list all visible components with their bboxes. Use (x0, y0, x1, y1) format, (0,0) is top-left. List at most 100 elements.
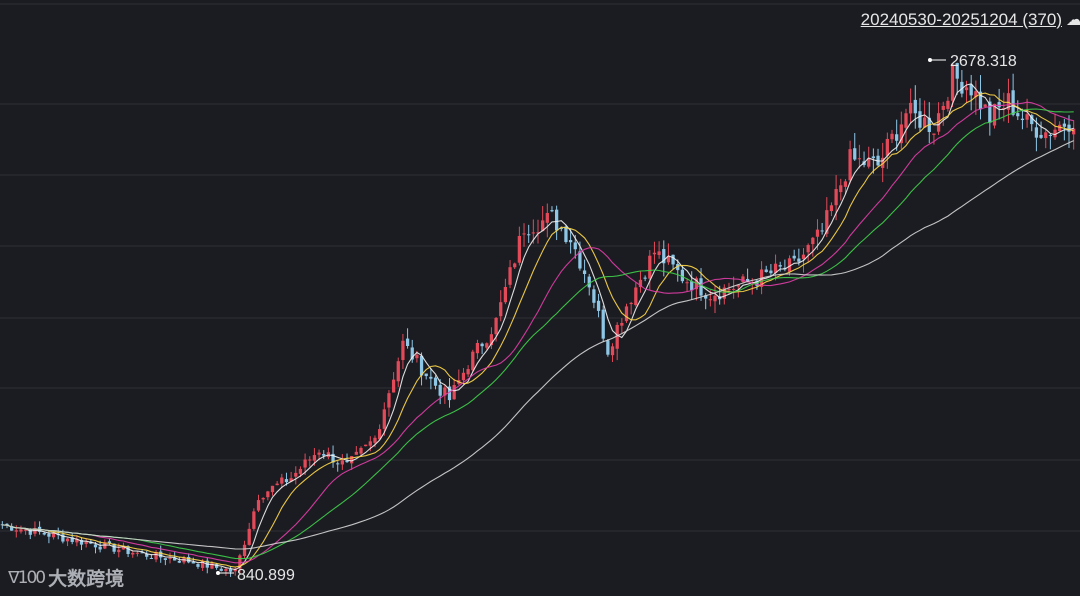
candle-body (680, 269, 685, 282)
candle-body (690, 281, 694, 291)
candle-body (298, 468, 303, 474)
candle-body (499, 302, 503, 317)
candle-body (140, 552, 144, 554)
candle-body (345, 460, 349, 463)
candle-body (364, 444, 368, 447)
candle-body (42, 532, 46, 535)
candle-body (238, 555, 242, 569)
candle-body (918, 111, 922, 128)
candle-body (28, 529, 32, 535)
candle-body (340, 460, 344, 465)
candle-body (778, 265, 782, 267)
candle-body (727, 289, 731, 291)
candle-body (228, 569, 233, 572)
candle-body (419, 355, 424, 376)
candle-body (806, 245, 810, 253)
candle-body (1011, 90, 1015, 115)
candle-body (839, 185, 843, 193)
candle-body (913, 99, 917, 114)
candle-body (555, 209, 559, 231)
candle-body (983, 104, 987, 107)
candle-body (792, 255, 796, 259)
candle-body (541, 220, 545, 232)
candle-body (969, 84, 973, 96)
candle-body (624, 306, 629, 322)
candle-body (559, 228, 563, 230)
candle-body (946, 100, 950, 109)
candle-body (960, 81, 964, 94)
candle-body (885, 138, 889, 156)
candle-body (606, 340, 610, 355)
candle-body (615, 324, 619, 349)
candle-body (1002, 108, 1006, 110)
min-value-label: 840.899 (237, 567, 295, 584)
candle-body (545, 212, 549, 223)
ma60-line (2, 140, 1074, 550)
candle-body (652, 252, 657, 255)
candle-body (308, 459, 312, 461)
candle-body (764, 269, 768, 273)
candle-body (811, 237, 815, 245)
candle-body (1034, 127, 1039, 138)
candle-body (247, 528, 251, 545)
candle-body (489, 334, 494, 346)
candle-body (992, 103, 997, 126)
candle-body (671, 254, 675, 265)
watermark-logo-icon: ᐁ100 (8, 567, 46, 588)
candle-body (732, 288, 736, 290)
watermark-text: 大数跨境 (48, 568, 125, 590)
date-range-label[interactable]: 20240530-20251204 (370) (860, 10, 1062, 29)
candle-body (284, 479, 289, 483)
candle-body (815, 229, 820, 237)
candle-body (638, 279, 643, 288)
candle-body (596, 300, 601, 311)
candle-body (741, 276, 745, 282)
candle-body (909, 102, 913, 114)
candle-body (214, 564, 219, 568)
candle-body (382, 409, 386, 429)
candle-body (294, 472, 298, 477)
candle-body (261, 497, 265, 500)
candle-body (797, 258, 801, 262)
candle-body (438, 384, 442, 396)
candle-body (988, 101, 992, 123)
candle-body (149, 557, 154, 559)
candle-body (242, 544, 247, 557)
candle-body (312, 455, 317, 461)
candle-body (84, 541, 88, 544)
candle-body (200, 560, 205, 568)
candle-body (634, 287, 638, 306)
candle-body (289, 478, 293, 482)
candle-body (145, 553, 149, 557)
candle-body (359, 447, 363, 454)
candle-body (536, 232, 540, 234)
candle-body (117, 549, 121, 553)
candle-body (1072, 128, 1076, 135)
candle-body (648, 255, 652, 279)
candle-body (126, 546, 130, 554)
candle-body (452, 385, 456, 400)
candle-body (10, 526, 14, 531)
candle-body (1039, 134, 1043, 138)
candle-body (252, 511, 256, 529)
candle-body (177, 560, 181, 563)
candle-body (70, 537, 74, 542)
candle-body (494, 317, 498, 335)
candle-body (527, 234, 531, 236)
candle-body (890, 133, 894, 140)
candle-body (93, 544, 98, 548)
candle-body (820, 230, 824, 232)
candle-body (573, 242, 577, 250)
candle-body (443, 387, 447, 396)
candle-body (75, 538, 79, 543)
candle-body (159, 551, 163, 558)
candle-body (685, 282, 689, 284)
candle-body (1025, 114, 1029, 120)
candle-body (266, 491, 270, 498)
candle-body (582, 270, 587, 275)
candle-body (270, 485, 275, 493)
candle-body (98, 546, 102, 550)
cloud-icon[interactable]: ☁ (1066, 10, 1080, 29)
candle-body (531, 232, 535, 234)
candle-body (350, 456, 354, 464)
